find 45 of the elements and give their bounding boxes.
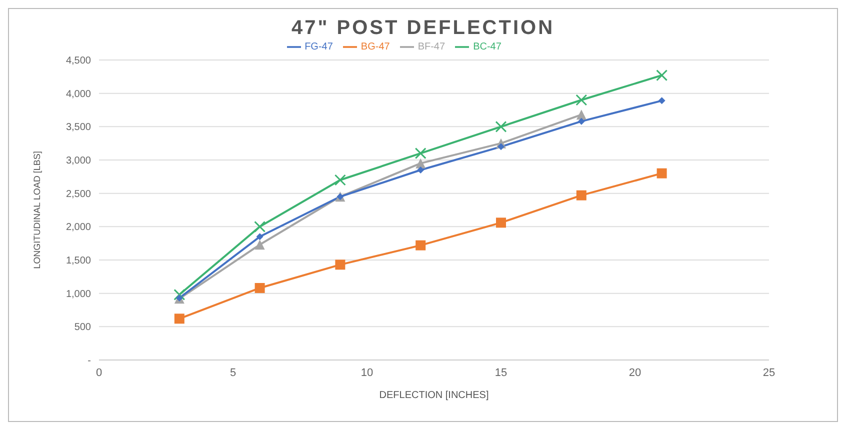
- y-axis-title: LONGITUDINAL LOAD [LBS]: [32, 151, 42, 269]
- point: [254, 220, 266, 232]
- x-tick-label: 10: [360, 366, 374, 379]
- y-tick-label: 1,500: [66, 256, 92, 267]
- y-tick-label: 1,000: [66, 288, 92, 300]
- legend-label: FG-47: [304, 42, 333, 53]
- point: [176, 294, 183, 302]
- point: [416, 158, 426, 168]
- x-tick-label: 15: [494, 366, 508, 379]
- legend-label: BG-47: [360, 42, 390, 53]
- x-tick-label: 25: [762, 366, 776, 379]
- point: [174, 314, 184, 324]
- y-tick-label: 4,000: [66, 88, 92, 100]
- y-tick-label: 500: [74, 322, 92, 334]
- point: [256, 233, 264, 240]
- point: [254, 240, 265, 250]
- point: [498, 143, 504, 150]
- x-tick-label: 20: [628, 366, 642, 379]
- y-tick-label: 3,000: [66, 156, 92, 167]
- y-tick-label: 4,500: [66, 56, 92, 67]
- y-tick-label: 2,500: [66, 188, 92, 200]
- point: [417, 166, 424, 174]
- x-axis-title: DEFLECTION [INCHES]: [379, 390, 489, 401]
- point: [334, 174, 346, 186]
- y-tick-label: -: [88, 356, 91, 367]
- point: [576, 190, 586, 200]
- y-tick-label: 3,500: [66, 122, 92, 134]
- legend-label: BF-47: [418, 42, 446, 53]
- point: [495, 120, 507, 132]
- legend-label: BC-47: [473, 42, 502, 53]
- point: [656, 70, 668, 82]
- point: [414, 148, 426, 160]
- chart-title: 47" POST DEFLECTION: [290, 16, 556, 40]
- point: [578, 118, 585, 125]
- point: [658, 97, 666, 104]
- x-tick-label: 0: [96, 366, 102, 379]
- point: [496, 218, 506, 228]
- x-tick-label: 5: [230, 366, 236, 379]
- point: [416, 240, 426, 250]
- point: [656, 168, 667, 178]
- y-tick-label: 2,000: [66, 222, 92, 234]
- point: [174, 288, 186, 300]
- point: [254, 283, 265, 293]
- point: [576, 94, 588, 106]
- point: [335, 260, 346, 270]
